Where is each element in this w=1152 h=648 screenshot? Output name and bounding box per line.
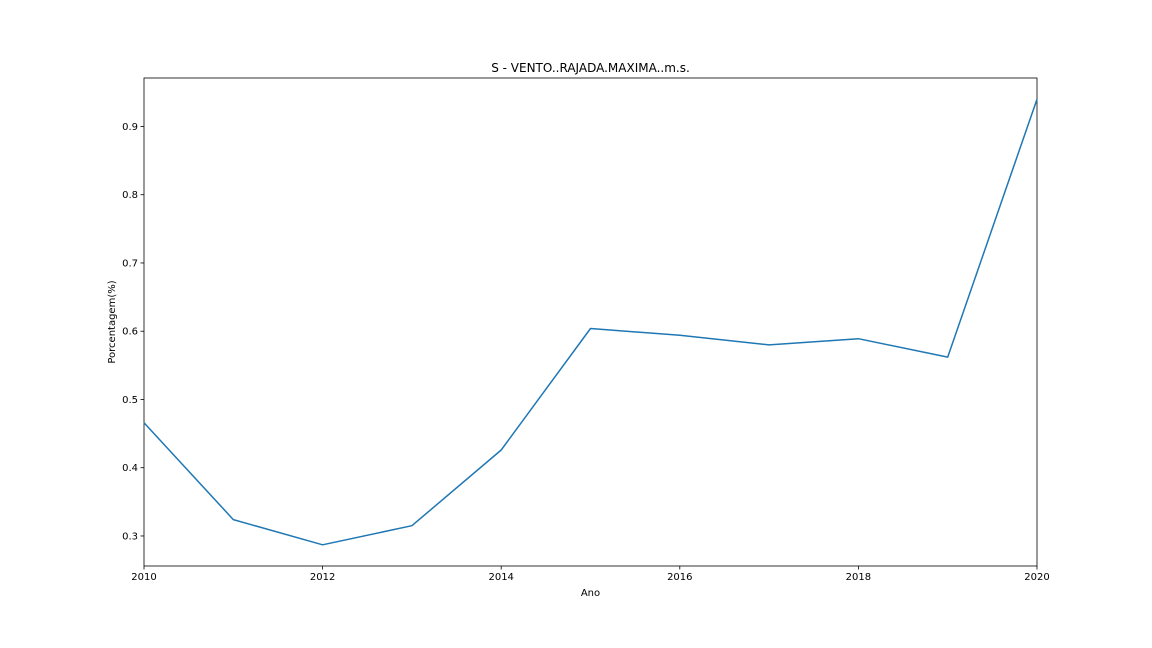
x-tick-label: 2010: [131, 572, 156, 583]
y-tick-label: 0.9: [122, 122, 138, 133]
y-tick-label: 0.3: [122, 531, 138, 542]
series-layer: [143, 98, 1038, 546]
x-tick-label: 2012: [310, 572, 335, 583]
x-tick-label: 2018: [846, 572, 871, 583]
series-line: [143, 98, 1038, 546]
y-tick-label: 0.6: [122, 327, 138, 338]
x-axis-label: Ano: [581, 588, 600, 599]
y-tick-label: 0.7: [122, 258, 138, 269]
plot-area-frame: [143, 77, 1038, 567]
x-tick-label: 2020: [1024, 572, 1049, 583]
x-axis: 2010 2012 2014 2016 2018 2020: [131, 566, 1050, 583]
y-axis-label: Porcentagem(%): [107, 280, 118, 363]
chart-title: S - VENTO..RAJADA.MAXIMA..m.s.: [491, 61, 690, 75]
y-tick-label: 0.4: [122, 463, 138, 474]
y-axis: 0.3 0.4 0.5 0.6 0.7 0.8 0.9: [122, 122, 144, 542]
y-tick-label: 0.8: [122, 190, 138, 201]
y-tick-label: 0.5: [122, 395, 138, 406]
x-tick-label: 2016: [667, 572, 692, 583]
x-tick-label: 2014: [488, 572, 513, 583]
